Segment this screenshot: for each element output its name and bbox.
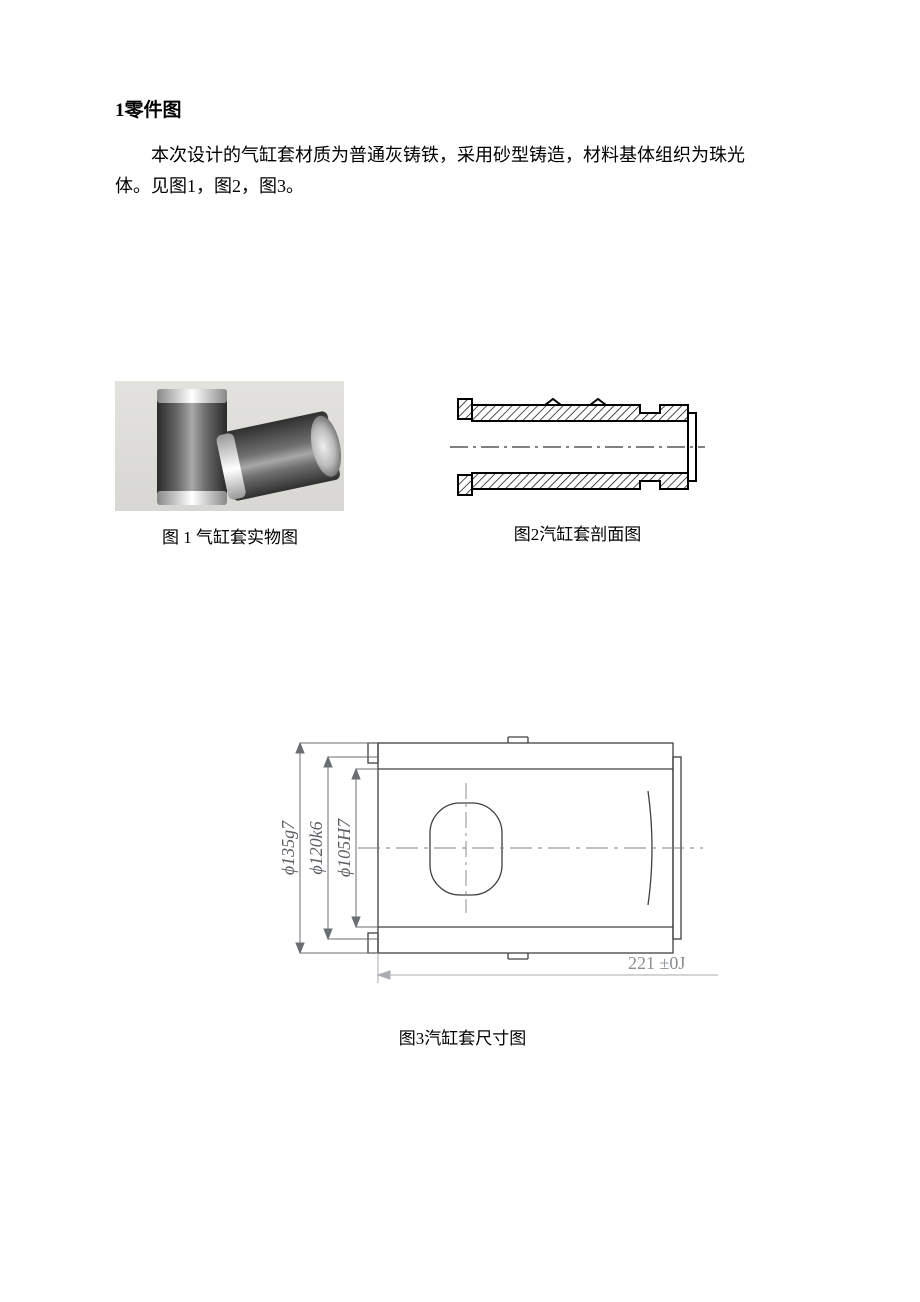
figure-3-wrap: ϕ135g7 ϕ120k6 ϕ105H7 221 ±0J 图3汽缸套尺寸图 [115,713,810,1049]
figure-2-block: 图2汽缸套剖面图 [450,381,705,545]
dim-d2-text: ϕ120k6 [306,822,326,875]
figure-1-image [115,381,344,511]
paragraph-line-2: 体。见图1，图2，图3。 [115,171,810,202]
figure-2-svg [450,391,705,503]
figure-row: 图 1 气缸套实物图 [115,381,810,548]
section-heading: 1零件图 [115,95,810,122]
figure-1-caption: 图 1 气缸套实物图 [115,523,345,548]
dim-length-text: 221 ±0J [628,953,685,973]
figure-1-block: 图 1 气缸套实物图 [115,381,345,548]
dim-d3-text: ϕ105H7 [334,818,354,877]
figure-2-caption: 图2汽缸套剖面图 [450,520,705,545]
document-page: 1零件图 本次设计的气缸套材质为普通灰铸铁，采用砂型铸造，材料基体组织为珠光 体… [0,0,920,1109]
figure-3-caption: 图3汽缸套尺寸图 [115,1024,810,1049]
cylinder-liner-upright [157,391,227,503]
paragraph-line-1: 本次设计的气缸套材质为普通灰铸铁，采用砂型铸造，材料基体组织为珠光 [115,140,810,171]
figure-3-svg: ϕ135g7 ϕ120k6 ϕ105H7 221 ±0J [208,713,718,1003]
dim-d1-text: ϕ135g7 [278,820,298,875]
cylinder-liner-lying [219,411,341,502]
